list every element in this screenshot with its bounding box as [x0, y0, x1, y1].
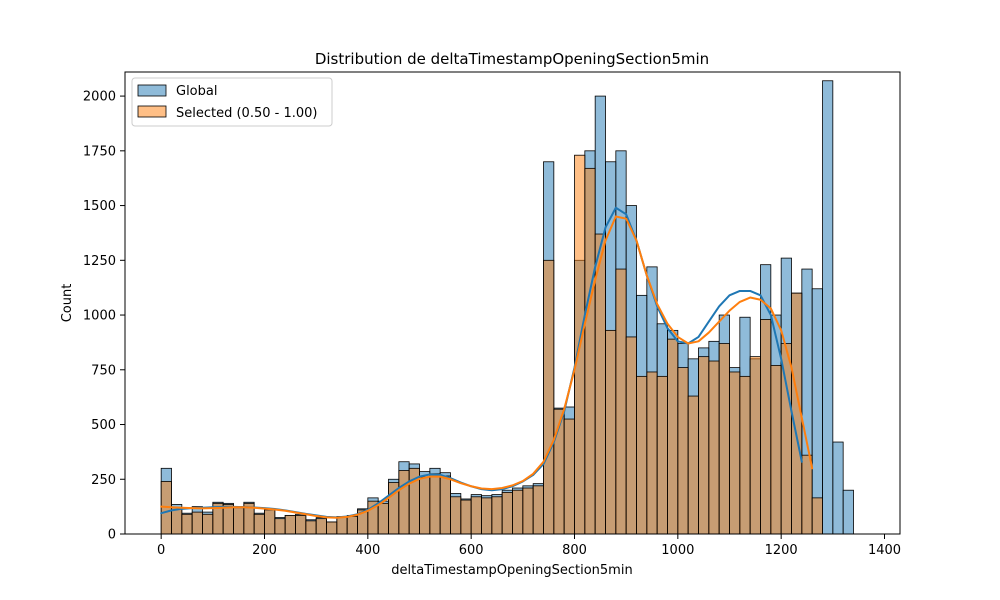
y-tick-label: 1500	[83, 199, 116, 214]
bar	[625, 336, 637, 535]
x-tick-label: 1400	[868, 543, 901, 558]
bar	[811, 497, 823, 535]
x-axis: 0 200 400 600 800 1000 1200 1400	[157, 534, 901, 558]
bar	[202, 513, 214, 535]
bar	[439, 475, 451, 535]
x-tick-label: 400	[355, 543, 380, 558]
bar	[315, 518, 327, 535]
bar	[491, 496, 503, 535]
bar	[429, 473, 441, 535]
y-tick-label: 500	[91, 418, 116, 433]
bar	[563, 418, 575, 535]
y-tick-label: 1000	[83, 309, 116, 324]
bar	[615, 268, 627, 535]
kde-line-selected	[160, 215, 814, 519]
bar	[522, 487, 534, 535]
y-axis: 0 250 500 750 1000 1250 1500 1750 2000	[83, 90, 125, 543]
bar	[470, 496, 482, 535]
bar	[295, 514, 307, 535]
bar	[460, 499, 472, 535]
bar	[760, 319, 772, 535]
bar	[801, 454, 813, 535]
bar	[233, 507, 245, 535]
x-tick-label: 800	[562, 543, 587, 558]
bar	[605, 329, 617, 535]
bar	[677, 367, 689, 535]
bar	[419, 476, 431, 535]
bar	[222, 504, 234, 535]
legend-label-selected: Selected (0.50 - 1.00)	[176, 106, 317, 121]
bar	[594, 233, 606, 535]
legend-label-global: Global	[176, 84, 217, 99]
legend-swatch-selected	[137, 105, 167, 118]
bar	[512, 489, 524, 535]
x-tick-label: 0	[157, 543, 165, 558]
bar	[305, 520, 317, 535]
bar	[584, 167, 596, 535]
bar	[698, 356, 710, 535]
bar	[543, 259, 555, 535]
bar	[336, 517, 348, 535]
plot-frame	[124, 71, 901, 535]
y-tick-label: 1250	[83, 254, 116, 269]
y-tick-label: 250	[91, 473, 116, 488]
bar	[708, 360, 720, 535]
bar	[656, 375, 668, 535]
bar	[811, 288, 823, 535]
bar	[749, 356, 761, 535]
bar	[253, 513, 265, 535]
y-tick-label: 1750	[83, 144, 116, 159]
y-tick-label: 0	[108, 528, 116, 543]
bar	[450, 496, 462, 535]
bar	[770, 364, 782, 535]
x-tick-label: 1000	[661, 543, 694, 558]
x-axis-title: deltaTimestampOpeningSection5min	[391, 563, 632, 578]
bar	[832, 441, 844, 535]
bar	[532, 485, 544, 535]
x-tick-label: 200	[252, 543, 277, 558]
x-tick-label: 600	[459, 543, 484, 558]
bar	[181, 513, 193, 535]
bar	[739, 375, 751, 535]
bar	[346, 516, 358, 535]
bar	[780, 343, 792, 535]
bar	[264, 509, 276, 535]
y-axis-title: Count	[60, 284, 75, 323]
bar	[398, 470, 410, 535]
x-tick-label: 1200	[765, 543, 798, 558]
bar	[718, 343, 730, 535]
bar	[636, 375, 648, 535]
bar	[687, 395, 699, 535]
y-tick-label: 2000	[83, 90, 116, 105]
bar	[481, 497, 493, 535]
bar	[326, 521, 338, 535]
bar	[646, 371, 658, 535]
bar	[842, 489, 854, 535]
legend-swatch-global	[137, 84, 167, 97]
bar	[729, 371, 741, 535]
y-tick-label: 750	[91, 363, 116, 378]
legend-box	[131, 77, 333, 127]
bar	[284, 514, 296, 535]
bar	[822, 80, 834, 535]
bar	[171, 507, 183, 535]
bar	[377, 502, 389, 535]
legend: Global Selected (0.50 - 1.00)	[131, 77, 333, 127]
bar	[501, 491, 513, 535]
bar	[191, 511, 203, 535]
chart-title: Distribution de deltaTimestampOpeningSec…	[315, 50, 709, 68]
bar	[667, 338, 679, 535]
bar	[274, 518, 286, 535]
